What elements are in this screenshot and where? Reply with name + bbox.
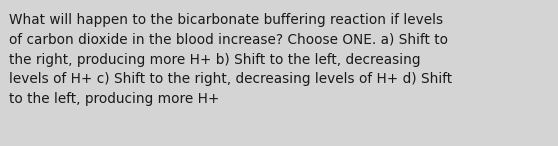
Text: What will happen to the bicarbonate buffering reaction if levels
of carbon dioxi: What will happen to the bicarbonate buff…: [9, 13, 452, 106]
